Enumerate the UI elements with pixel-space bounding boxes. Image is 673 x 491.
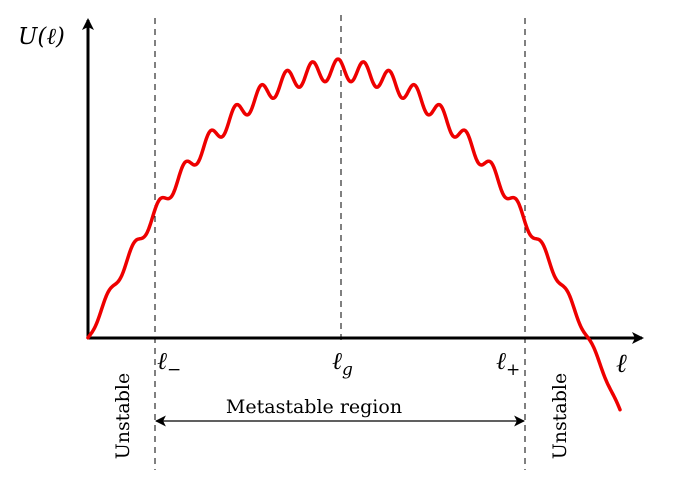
x-axis-label: ℓ [616,349,627,379]
left-unstable-label: Unstable [112,373,134,459]
metastable-region-label: Metastable region [226,396,402,418]
l-minus-label: ℓ− [157,347,181,380]
right-unstable-label: Unstable [549,373,571,459]
l-g-label: ℓg [332,347,353,380]
y-axis-label: U(ℓ) [18,24,65,50]
l-plus-label: ℓ+ [496,347,520,380]
potential-curve [86,57,622,412]
